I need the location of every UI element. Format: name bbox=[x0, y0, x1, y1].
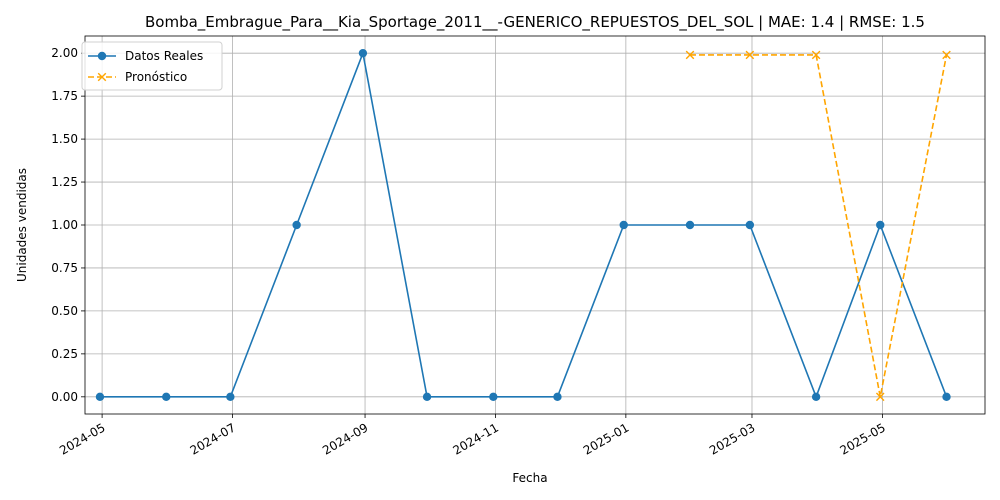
data-point-x bbox=[745, 50, 755, 60]
data-point-x bbox=[685, 50, 695, 60]
data-point bbox=[95, 392, 105, 402]
x-axis-ticks: 2024-05 2024-07 2024-09 2024-11 2025-01 2025-… bbox=[57, 414, 888, 458]
data-point bbox=[292, 220, 301, 230]
y-tick-label: 0.75 bbox=[51, 261, 78, 275]
y-tick-label: 1.50 bbox=[51, 132, 78, 146]
data-point bbox=[942, 392, 951, 402]
x-tick-label: 2024-07 bbox=[188, 420, 238, 457]
legend-label: Datos Reales bbox=[125, 49, 203, 63]
y-tick-label: 1.25 bbox=[51, 175, 78, 189]
series-layer bbox=[95, 48, 951, 402]
data-point bbox=[162, 392, 171, 402]
data-point bbox=[876, 220, 885, 230]
data-point bbox=[685, 220, 695, 230]
y-axis-label: Unidades vendidas bbox=[15, 168, 29, 282]
series-line-1 bbox=[689, 54, 948, 397]
x-tick-label: 2025-03 bbox=[707, 420, 757, 457]
legend-box bbox=[81, 41, 223, 91]
data-point-x bbox=[942, 50, 951, 60]
legend-item: Pronóstico bbox=[88, 70, 187, 84]
data-point bbox=[489, 392, 498, 402]
legend-marker bbox=[97, 72, 107, 82]
data-point bbox=[553, 392, 562, 402]
data-point-x bbox=[811, 50, 821, 60]
data-point bbox=[358, 48, 368, 58]
data-point bbox=[745, 220, 755, 230]
x-axis-label: Fecha bbox=[512, 471, 547, 485]
y-tick-label: 2.00 bbox=[51, 46, 78, 60]
grid-layer bbox=[85, 36, 985, 414]
y-tick-label: 0.25 bbox=[51, 347, 78, 361]
legend-marker bbox=[97, 51, 107, 61]
y-tick-label: 0.00 bbox=[51, 390, 78, 404]
x-tick-label: 2024-09 bbox=[320, 420, 370, 457]
data-point bbox=[422, 392, 432, 402]
x-tick-label: 2025-05 bbox=[837, 420, 887, 457]
data-point bbox=[811, 392, 821, 402]
data-point bbox=[226, 392, 235, 402]
y-tick-label: 1.75 bbox=[51, 89, 78, 103]
legend: Datos Reales Pronóstico bbox=[81, 41, 223, 91]
data-point bbox=[619, 220, 628, 230]
x-tick-label: 2025-01 bbox=[581, 420, 631, 457]
legend-label: Pronóstico bbox=[125, 70, 187, 84]
x-tick-label: 2024-05 bbox=[57, 420, 107, 457]
legend-items: Datos Reales Pronóstico bbox=[88, 49, 203, 84]
y-tick-label: 1.00 bbox=[51, 218, 78, 232]
y-tick-label: 0.50 bbox=[51, 304, 78, 318]
series-line-0 bbox=[99, 50, 948, 400]
chart-title: Bomba_Embrague_Para__Kia_Sportage_2011__… bbox=[145, 13, 925, 32]
legend-item: Datos Reales bbox=[88, 49, 203, 63]
y-axis-ticks: 0.00 0.25 0.50 0.75 1.00 1.25 1.50 1.75 2.00 bbox=[51, 46, 85, 404]
data-point-x bbox=[875, 392, 885, 402]
x-tick-label: 2024-11 bbox=[451, 420, 501, 457]
